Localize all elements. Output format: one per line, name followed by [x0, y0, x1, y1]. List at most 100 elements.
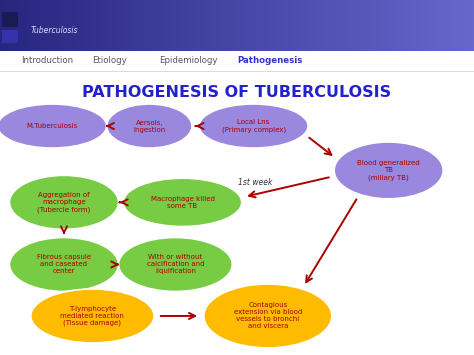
Text: M.Tuberculosis: M.Tuberculosis	[27, 123, 78, 129]
Text: Macrophage killed
some TB: Macrophage killed some TB	[151, 196, 214, 209]
FancyBboxPatch shape	[289, 0, 292, 51]
Text: Blood generalized
TB
(miliary TB): Blood generalized TB (miliary TB)	[357, 160, 420, 181]
FancyBboxPatch shape	[126, 0, 128, 51]
Text: Local Lns
(Primary complex): Local Lns (Primary complex)	[221, 119, 286, 133]
FancyBboxPatch shape	[130, 0, 133, 51]
FancyBboxPatch shape	[9, 0, 12, 51]
Ellipse shape	[334, 142, 443, 199]
FancyBboxPatch shape	[391, 0, 393, 51]
Text: T-lymphocyte
mediated reaction
(Tissue damage): T-lymphocyte mediated reaction (Tissue d…	[61, 306, 124, 326]
FancyBboxPatch shape	[465, 0, 467, 51]
FancyBboxPatch shape	[450, 0, 453, 51]
FancyBboxPatch shape	[190, 0, 192, 51]
FancyBboxPatch shape	[78, 0, 81, 51]
FancyBboxPatch shape	[332, 0, 334, 51]
FancyBboxPatch shape	[351, 0, 353, 51]
FancyBboxPatch shape	[337, 0, 339, 51]
FancyBboxPatch shape	[5, 0, 7, 51]
FancyBboxPatch shape	[393, 0, 396, 51]
FancyBboxPatch shape	[88, 0, 90, 51]
FancyBboxPatch shape	[284, 0, 287, 51]
FancyBboxPatch shape	[26, 0, 28, 51]
FancyBboxPatch shape	[467, 0, 469, 51]
FancyBboxPatch shape	[303, 0, 306, 51]
FancyBboxPatch shape	[107, 0, 109, 51]
FancyBboxPatch shape	[469, 0, 472, 51]
FancyBboxPatch shape	[225, 0, 228, 51]
Ellipse shape	[9, 175, 119, 229]
FancyBboxPatch shape	[282, 0, 284, 51]
FancyBboxPatch shape	[57, 0, 59, 51]
FancyBboxPatch shape	[102, 0, 104, 51]
FancyBboxPatch shape	[92, 0, 95, 51]
FancyBboxPatch shape	[472, 0, 474, 51]
FancyBboxPatch shape	[182, 0, 185, 51]
FancyBboxPatch shape	[199, 0, 201, 51]
FancyBboxPatch shape	[256, 0, 258, 51]
Text: PATHOGENESIS OF TUBERCULOSIS: PATHOGENESIS OF TUBERCULOSIS	[82, 85, 392, 100]
FancyBboxPatch shape	[363, 0, 365, 51]
FancyBboxPatch shape	[83, 0, 85, 51]
FancyBboxPatch shape	[73, 0, 76, 51]
FancyBboxPatch shape	[462, 0, 465, 51]
Text: Epidemiology: Epidemiology	[159, 56, 217, 65]
Text: With or without
calcification and
liquification: With or without calcification and liquif…	[146, 255, 204, 274]
FancyBboxPatch shape	[211, 0, 213, 51]
FancyBboxPatch shape	[220, 0, 223, 51]
FancyBboxPatch shape	[320, 0, 322, 51]
FancyBboxPatch shape	[318, 0, 320, 51]
FancyBboxPatch shape	[334, 0, 337, 51]
FancyBboxPatch shape	[329, 0, 332, 51]
FancyBboxPatch shape	[346, 0, 348, 51]
FancyBboxPatch shape	[417, 0, 419, 51]
FancyBboxPatch shape	[154, 0, 156, 51]
FancyBboxPatch shape	[275, 0, 277, 51]
FancyBboxPatch shape	[0, 0, 2, 51]
Ellipse shape	[0, 104, 107, 148]
Text: Tuberculosis: Tuberculosis	[31, 26, 78, 35]
FancyBboxPatch shape	[232, 0, 235, 51]
FancyBboxPatch shape	[187, 0, 190, 51]
FancyBboxPatch shape	[216, 0, 218, 51]
FancyBboxPatch shape	[263, 0, 265, 51]
FancyBboxPatch shape	[396, 0, 398, 51]
FancyBboxPatch shape	[389, 0, 391, 51]
FancyBboxPatch shape	[365, 0, 367, 51]
FancyBboxPatch shape	[313, 0, 315, 51]
FancyBboxPatch shape	[344, 0, 346, 51]
FancyBboxPatch shape	[201, 0, 204, 51]
FancyBboxPatch shape	[306, 0, 308, 51]
FancyBboxPatch shape	[21, 0, 24, 51]
FancyBboxPatch shape	[327, 0, 329, 51]
FancyBboxPatch shape	[244, 0, 246, 51]
FancyBboxPatch shape	[308, 0, 310, 51]
FancyBboxPatch shape	[424, 0, 427, 51]
FancyBboxPatch shape	[2, 30, 18, 43]
FancyBboxPatch shape	[237, 0, 239, 51]
FancyBboxPatch shape	[287, 0, 289, 51]
FancyBboxPatch shape	[218, 0, 220, 51]
FancyBboxPatch shape	[429, 0, 431, 51]
FancyBboxPatch shape	[36, 0, 38, 51]
Text: Aersols,
Ingestion: Aersols, Ingestion	[133, 120, 165, 132]
FancyBboxPatch shape	[85, 0, 88, 51]
Ellipse shape	[123, 178, 242, 226]
FancyBboxPatch shape	[239, 0, 242, 51]
FancyBboxPatch shape	[235, 0, 237, 51]
FancyBboxPatch shape	[398, 0, 401, 51]
FancyBboxPatch shape	[111, 0, 114, 51]
FancyBboxPatch shape	[178, 0, 180, 51]
FancyBboxPatch shape	[265, 0, 268, 51]
FancyBboxPatch shape	[457, 0, 460, 51]
FancyBboxPatch shape	[206, 0, 209, 51]
FancyBboxPatch shape	[325, 0, 327, 51]
FancyBboxPatch shape	[173, 0, 175, 51]
Text: Introduction: Introduction	[21, 56, 73, 65]
FancyBboxPatch shape	[315, 0, 318, 51]
FancyBboxPatch shape	[419, 0, 422, 51]
FancyBboxPatch shape	[66, 0, 69, 51]
FancyBboxPatch shape	[436, 0, 438, 51]
Text: Contagious
extension via blood
vessels to bronchi
and viscera: Contagious extension via blood vessels t…	[234, 302, 302, 329]
FancyBboxPatch shape	[249, 0, 251, 51]
FancyBboxPatch shape	[372, 0, 374, 51]
